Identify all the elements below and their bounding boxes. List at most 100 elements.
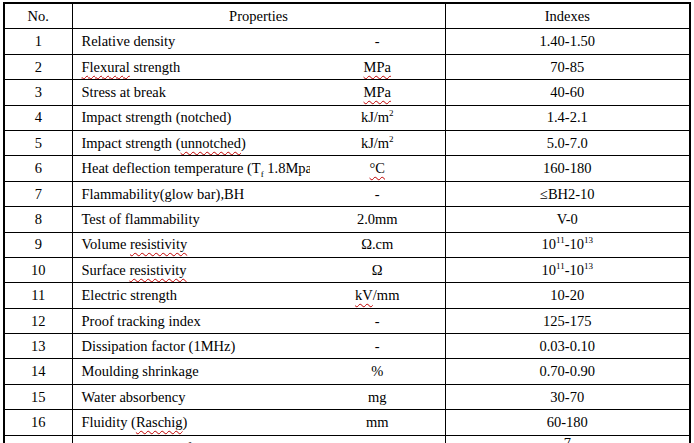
no-cell: 12	[4, 308, 72, 333]
text-segment: -	[375, 440, 380, 443]
text-segment: 11	[556, 236, 565, 246]
table-row: 14 Moulding shrinkage% 0.70-0.90	[4, 359, 690, 384]
table-row: 1Relative density-1.40-1.50	[4, 29, 690, 54]
text-segment: strength	[130, 59, 180, 75]
table-row: 13Dissipation factor (1MHz)-0.03-0.10	[4, 334, 690, 359]
text-segment: Flammability(glow bar),BH	[82, 186, 245, 202]
table-row: 15Water absorbencymg30-70	[4, 384, 690, 409]
text-segment: Heat deflection temperature (T	[82, 160, 261, 176]
table-row: 5Impact strength (unnotched)kJ/m25.0-7.0	[4, 130, 690, 155]
text-segment: kJ/m	[361, 109, 389, 125]
unit-cell: Ω.cm	[310, 232, 445, 257]
no-cell: 4	[4, 105, 72, 130]
text-segment: 60-180	[547, 414, 588, 430]
text-segment: unnotched	[181, 135, 241, 151]
index-cell: 125-175	[445, 308, 690, 333]
unit-cell: MPa	[310, 54, 445, 79]
property-cell: Flexural strength	[72, 54, 310, 79]
unit-cell: -	[310, 181, 445, 206]
unit-cell: -	[310, 308, 445, 333]
table-row: 4Impact strength (notched)kJ/m21.4-2.1	[4, 105, 690, 130]
no-cell: 2	[4, 54, 72, 79]
text-segment: 2	[389, 109, 394, 119]
index-cell: 7	[445, 435, 690, 443]
property-cell: Flammability(glow bar),BH	[72, 181, 310, 206]
text-segment: 1.40-1.50	[539, 33, 595, 49]
text-segment: -	[375, 186, 380, 202]
text-segment: 11	[556, 261, 565, 271]
table-row: 9Volume resistivityΩ.cm1011-1013	[4, 232, 690, 257]
index-cell: 30-70	[445, 384, 690, 409]
no-cell: 6	[4, 156, 72, 181]
no-cell: 7	[4, 181, 72, 206]
text-segment: Relative density	[82, 33, 176, 49]
text-segment: mm	[366, 414, 389, 430]
text-segment: Ω	[372, 262, 383, 278]
unit-cell: kV/mm	[310, 283, 445, 308]
property-cell: Volume resistivity	[72, 232, 310, 257]
text-segment: -	[375, 33, 380, 49]
text-segment: )	[241, 135, 246, 151]
text-segment: 7	[564, 435, 571, 443]
text-segment: Moulding shrinkage	[82, 363, 199, 379]
text-segment: Impact strength (	[82, 135, 181, 151]
index-cell: 60-180	[445, 410, 690, 435]
table-row: 11Electric strengthkV/mm10-20	[4, 283, 690, 308]
table-row: 16Fluidity (Raschig)mm60-180	[4, 410, 690, 435]
text-segment: 30-70	[550, 389, 584, 405]
text-segment: 5.0-7.0	[547, 135, 588, 151]
text-segment: resistivity	[129, 262, 186, 278]
text-segment: 2.0mm	[357, 211, 398, 227]
text-segment: Test of flammability	[82, 211, 200, 227]
property-cell: Stress at break	[72, 80, 310, 105]
text-segment: 10	[542, 262, 557, 278]
text-segment: kV	[355, 287, 373, 303]
text-segment: Electric strength	[82, 287, 177, 303]
unit-cell: %	[310, 359, 445, 384]
no-cell: 9	[4, 232, 72, 257]
text-segment: -	[375, 313, 380, 329]
text-segment: 10	[542, 236, 557, 252]
unit-cell: mg	[310, 384, 445, 409]
text-segment: %	[371, 363, 383, 379]
text-segment: -	[375, 338, 380, 354]
index-cell: 10-20	[445, 283, 690, 308]
text-segment: 125-175	[543, 313, 591, 329]
property-cell: Dissipation factor (1MHz)	[72, 334, 310, 359]
index-cell: 70-85	[445, 54, 690, 79]
text-segment: 1.8Mpa)	[264, 160, 310, 176]
no-cell: 10	[4, 257, 72, 282]
text-segment: Volume	[82, 236, 130, 252]
text-segment: ≤BH2-10	[540, 186, 595, 202]
table-row: 17Arc resistance performance level categ…	[4, 435, 690, 443]
property-cell: Fluidity (Raschig)	[72, 410, 310, 435]
text-segment: /mm	[373, 287, 400, 303]
unit-cell: MPa	[310, 80, 445, 105]
index-cell: V-0	[445, 207, 690, 232]
unit-cell: -	[310, 29, 445, 54]
text-segment: V-0	[557, 211, 578, 227]
unit-cell: -	[310, 435, 445, 443]
text-segment: Water absorbency	[82, 389, 186, 405]
text-segment: )	[183, 414, 188, 430]
property-cell: Test of flammability	[72, 207, 310, 232]
table-row: 10Surface resistivityΩ1011-1013	[4, 257, 690, 282]
no-cell: 5	[4, 130, 72, 155]
property-cell: Impact strength (unnotched)	[72, 130, 310, 155]
index-cell: 1011-1013	[445, 257, 690, 282]
property-cell: Arc resistance performance level categor…	[72, 435, 310, 443]
header-cell-indexes: Indexes	[445, 3, 690, 29]
text-segment: resistivity	[130, 236, 187, 252]
no-cell: 14	[4, 359, 72, 384]
index-cell: 0.70-0.90	[445, 359, 690, 384]
no-cell: 17	[4, 435, 72, 443]
text-segment: -10	[565, 236, 584, 252]
unit-cell: °C	[310, 156, 445, 181]
index-cell: 5.0-7.0	[445, 130, 690, 155]
table-row: 12Proof tracking index-125-175	[4, 308, 690, 333]
text-segment: Stress at break	[82, 84, 167, 100]
index-cell: 0.03-0.10	[445, 334, 690, 359]
text-segment: 40-60	[550, 84, 584, 100]
text-segment: 1.4-2.1	[547, 109, 588, 125]
no-cell: 8	[4, 207, 72, 232]
